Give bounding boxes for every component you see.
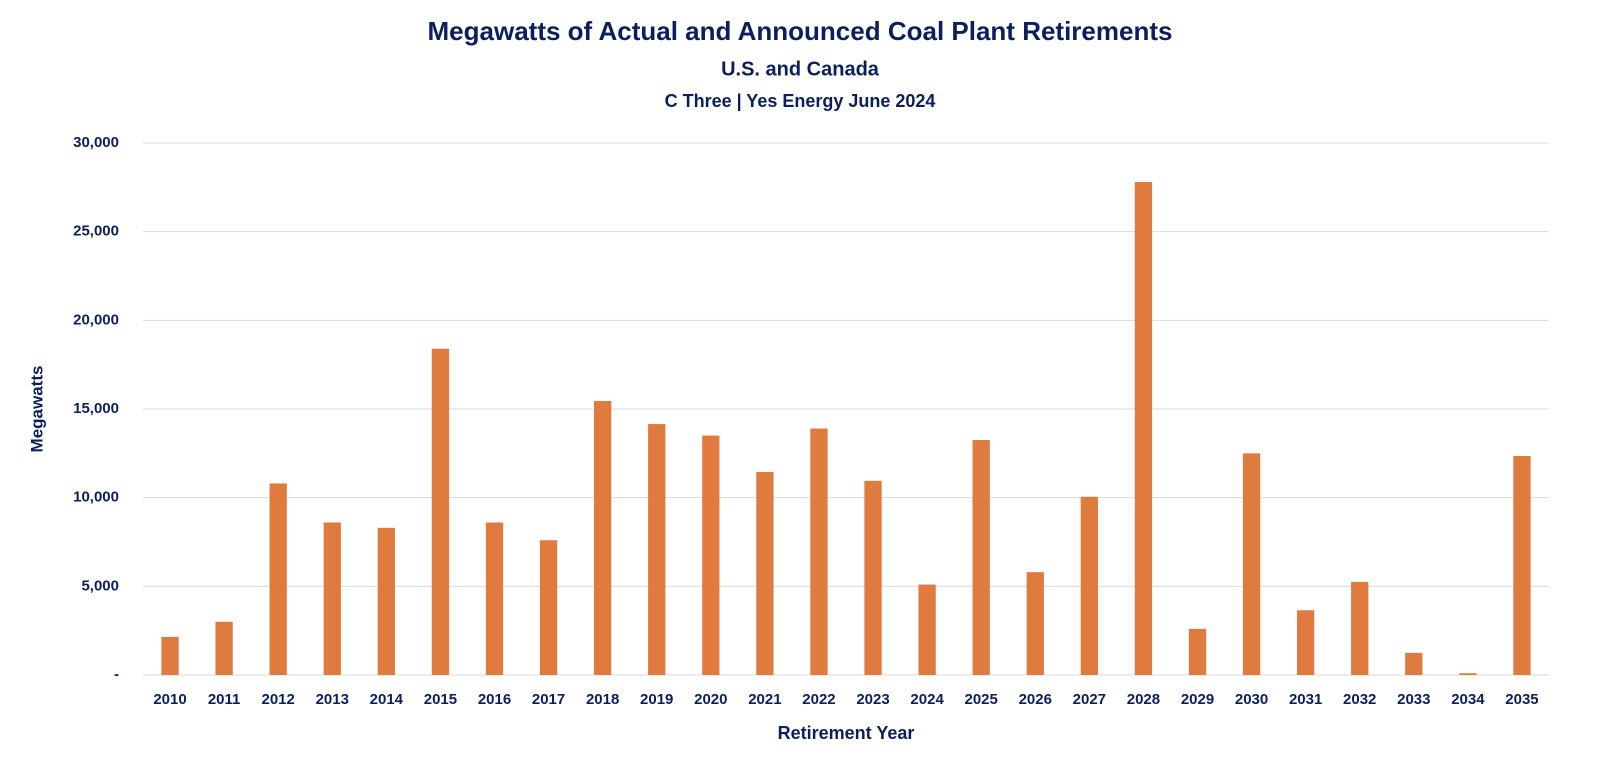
bar: [1188, 628, 1207, 675]
bar: [431, 348, 450, 675]
y-tick-label: 15,000: [73, 400, 119, 417]
y-tick-label: 5,000: [81, 577, 119, 594]
x-tick-label: 2025: [965, 691, 998, 708]
bar: [1459, 673, 1477, 675]
y-tick-label: 20,000: [73, 311, 119, 328]
x-tick-label: 2019: [640, 691, 673, 708]
x-tick-label: 2030: [1235, 691, 1268, 708]
x-tick-label: 2014: [370, 691, 404, 708]
chart-source: C Three | Yes Energy June 2024: [665, 91, 936, 111]
x-tick-label: 2032: [1343, 691, 1376, 708]
y-tick-label: 10,000: [73, 489, 119, 506]
bar: [1080, 496, 1098, 675]
bar: [810, 428, 828, 675]
x-tick-label: 2034: [1451, 691, 1485, 708]
bar: [864, 480, 882, 675]
x-tick-label: 2021: [748, 691, 781, 708]
x-tick-label: 2033: [1397, 691, 1430, 708]
x-tick-label: 2031: [1289, 691, 1322, 708]
x-tick-label: 2027: [1073, 691, 1106, 708]
x-tick-label: 2024: [910, 691, 944, 708]
bar: [648, 424, 666, 675]
x-tick-label: 2017: [532, 691, 565, 708]
bar: [702, 435, 720, 675]
x-tick-label: 2012: [262, 691, 295, 708]
x-tick-label: 2018: [586, 691, 619, 708]
x-tick-label: 2026: [1019, 691, 1052, 708]
y-tick-label: -: [114, 666, 119, 683]
bar: [1513, 455, 1531, 675]
x-tick-label: 2022: [802, 691, 835, 708]
y-axis-label: Megawatts: [27, 366, 46, 453]
bar: [756, 471, 774, 675]
x-tick-label: 2015: [424, 691, 457, 708]
bar: [1351, 581, 1369, 675]
bar: [1297, 610, 1315, 675]
x-tick-label: 2023: [856, 691, 889, 708]
bar: [323, 522, 341, 675]
chart-title: Megawatts of Actual and Announced Coal P…: [428, 16, 1173, 46]
x-tick-label: 2020: [694, 691, 727, 708]
bar: [1134, 182, 1153, 675]
y-tick-label: 30,000: [73, 134, 119, 151]
bar: [594, 401, 612, 675]
bar: [215, 621, 233, 675]
bar: [485, 522, 504, 675]
bar: [269, 483, 287, 675]
x-tick-label: 2010: [153, 691, 186, 708]
bar: [539, 540, 558, 675]
x-tick-label: 2028: [1127, 691, 1160, 708]
x-tick-label: 2011: [208, 691, 241, 708]
x-tick-label: 2013: [316, 691, 349, 708]
bar: [1026, 572, 1044, 675]
bar: [377, 527, 395, 675]
bar: [972, 440, 990, 675]
bar: [918, 584, 936, 675]
bar: [161, 636, 179, 675]
y-tick-label: 25,000: [73, 223, 119, 240]
x-tick-label: 2016: [478, 691, 511, 708]
x-tick-label: 2029: [1181, 691, 1214, 708]
bar: [1242, 453, 1261, 675]
x-tick-label: 2035: [1505, 691, 1538, 708]
chart-subtitle: U.S. and Canada: [721, 58, 880, 80]
x-axis-label: Retirement Year: [778, 723, 915, 743]
bar: [1405, 652, 1423, 675]
